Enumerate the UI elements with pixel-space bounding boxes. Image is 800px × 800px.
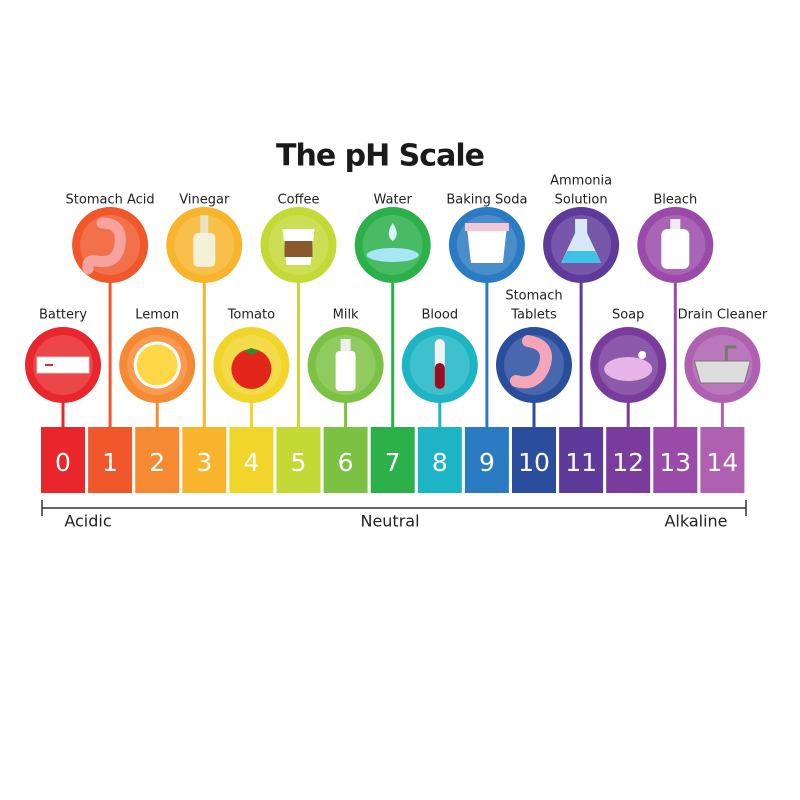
scale-number: 11	[565, 448, 597, 477]
icon-part	[661, 229, 690, 269]
item-label: Bleach	[653, 193, 697, 208]
scale-number: 14	[706, 448, 738, 477]
scale-number: 4	[243, 448, 259, 477]
scale-box	[370, 427, 415, 493]
scale-box	[88, 427, 133, 493]
scale-box	[417, 427, 462, 493]
item-label: Tablets	[510, 308, 557, 323]
scale-number: 1	[102, 448, 118, 477]
scale-box	[229, 427, 274, 493]
scale-box	[182, 427, 227, 493]
neutral-label: Neutral	[360, 512, 419, 531]
icon-part	[335, 351, 356, 391]
item-label: Solution	[555, 193, 608, 208]
icon-part	[510, 335, 552, 389]
scale-box	[41, 427, 85, 493]
item-label: Milk	[333, 308, 359, 323]
alkaline-label: Alkaline	[664, 512, 727, 531]
icon-part	[561, 251, 602, 263]
item-label: Ammonia	[550, 174, 612, 189]
icon-part	[231, 349, 272, 389]
item-label: Water	[373, 193, 412, 208]
icon-part	[133, 341, 181, 389]
icon-part	[82, 217, 126, 275]
icon-part	[45, 364, 53, 366]
icon-part	[193, 233, 216, 267]
item-label: Vinegar	[179, 193, 230, 208]
icon-part	[388, 223, 397, 241]
scale-box	[464, 427, 509, 493]
scale-box	[323, 427, 368, 493]
icon-part	[466, 227, 507, 263]
scale-box	[559, 427, 604, 493]
icon-part	[200, 215, 209, 233]
scale-number: 5	[291, 448, 307, 477]
scale-number: 2	[149, 448, 165, 477]
scale-number: 7	[385, 448, 401, 477]
title: The pH Scale	[276, 139, 484, 174]
scale-box	[606, 427, 651, 493]
item-circle	[354, 207, 431, 283]
item-label: Lemon	[135, 308, 179, 323]
item-label: Tomato	[227, 308, 275, 323]
scale-number: 3	[196, 448, 212, 477]
scale-box	[135, 427, 180, 493]
scale-number: 6	[338, 448, 354, 477]
scale-number: 9	[479, 448, 495, 477]
icon-part	[434, 363, 445, 389]
item-label: Soap	[612, 308, 644, 323]
icon-part	[36, 356, 90, 374]
icon-part	[724, 345, 737, 361]
scale-box	[653, 427, 698, 493]
acidic-label: Acidic	[64, 512, 111, 531]
scale-number: 8	[432, 448, 448, 477]
item-label: Stomach	[505, 289, 562, 304]
icon-part	[243, 348, 260, 355]
icon-part	[604, 357, 653, 381]
item-label: Drain Cleaner	[678, 308, 768, 323]
scale-number: 10	[518, 448, 550, 477]
icon-part	[366, 248, 419, 262]
scale-box	[276, 427, 321, 493]
icon-part	[340, 339, 351, 351]
item-label: Baking Soda	[446, 193, 527, 208]
scale-box	[700, 427, 745, 493]
scale-number: 0	[55, 448, 71, 477]
scale-box	[512, 427, 556, 493]
item-label: Stomach Acid	[66, 193, 155, 208]
icon-part	[464, 223, 509, 231]
item-label: Blood	[421, 308, 458, 323]
items: 0 Battery 1 Stomach Acid 2 Lemon 3 Vinegar 4 Toma…	[25, 174, 768, 493]
scale-number: 13	[659, 448, 691, 477]
icon-part	[693, 360, 752, 384]
icon-part	[670, 219, 681, 229]
item-label: Battery	[39, 308, 87, 323]
scale-number: 12	[612, 448, 644, 477]
icon-part	[638, 351, 647, 359]
item-label: Coffee	[278, 193, 320, 208]
icon-part	[284, 241, 313, 257]
